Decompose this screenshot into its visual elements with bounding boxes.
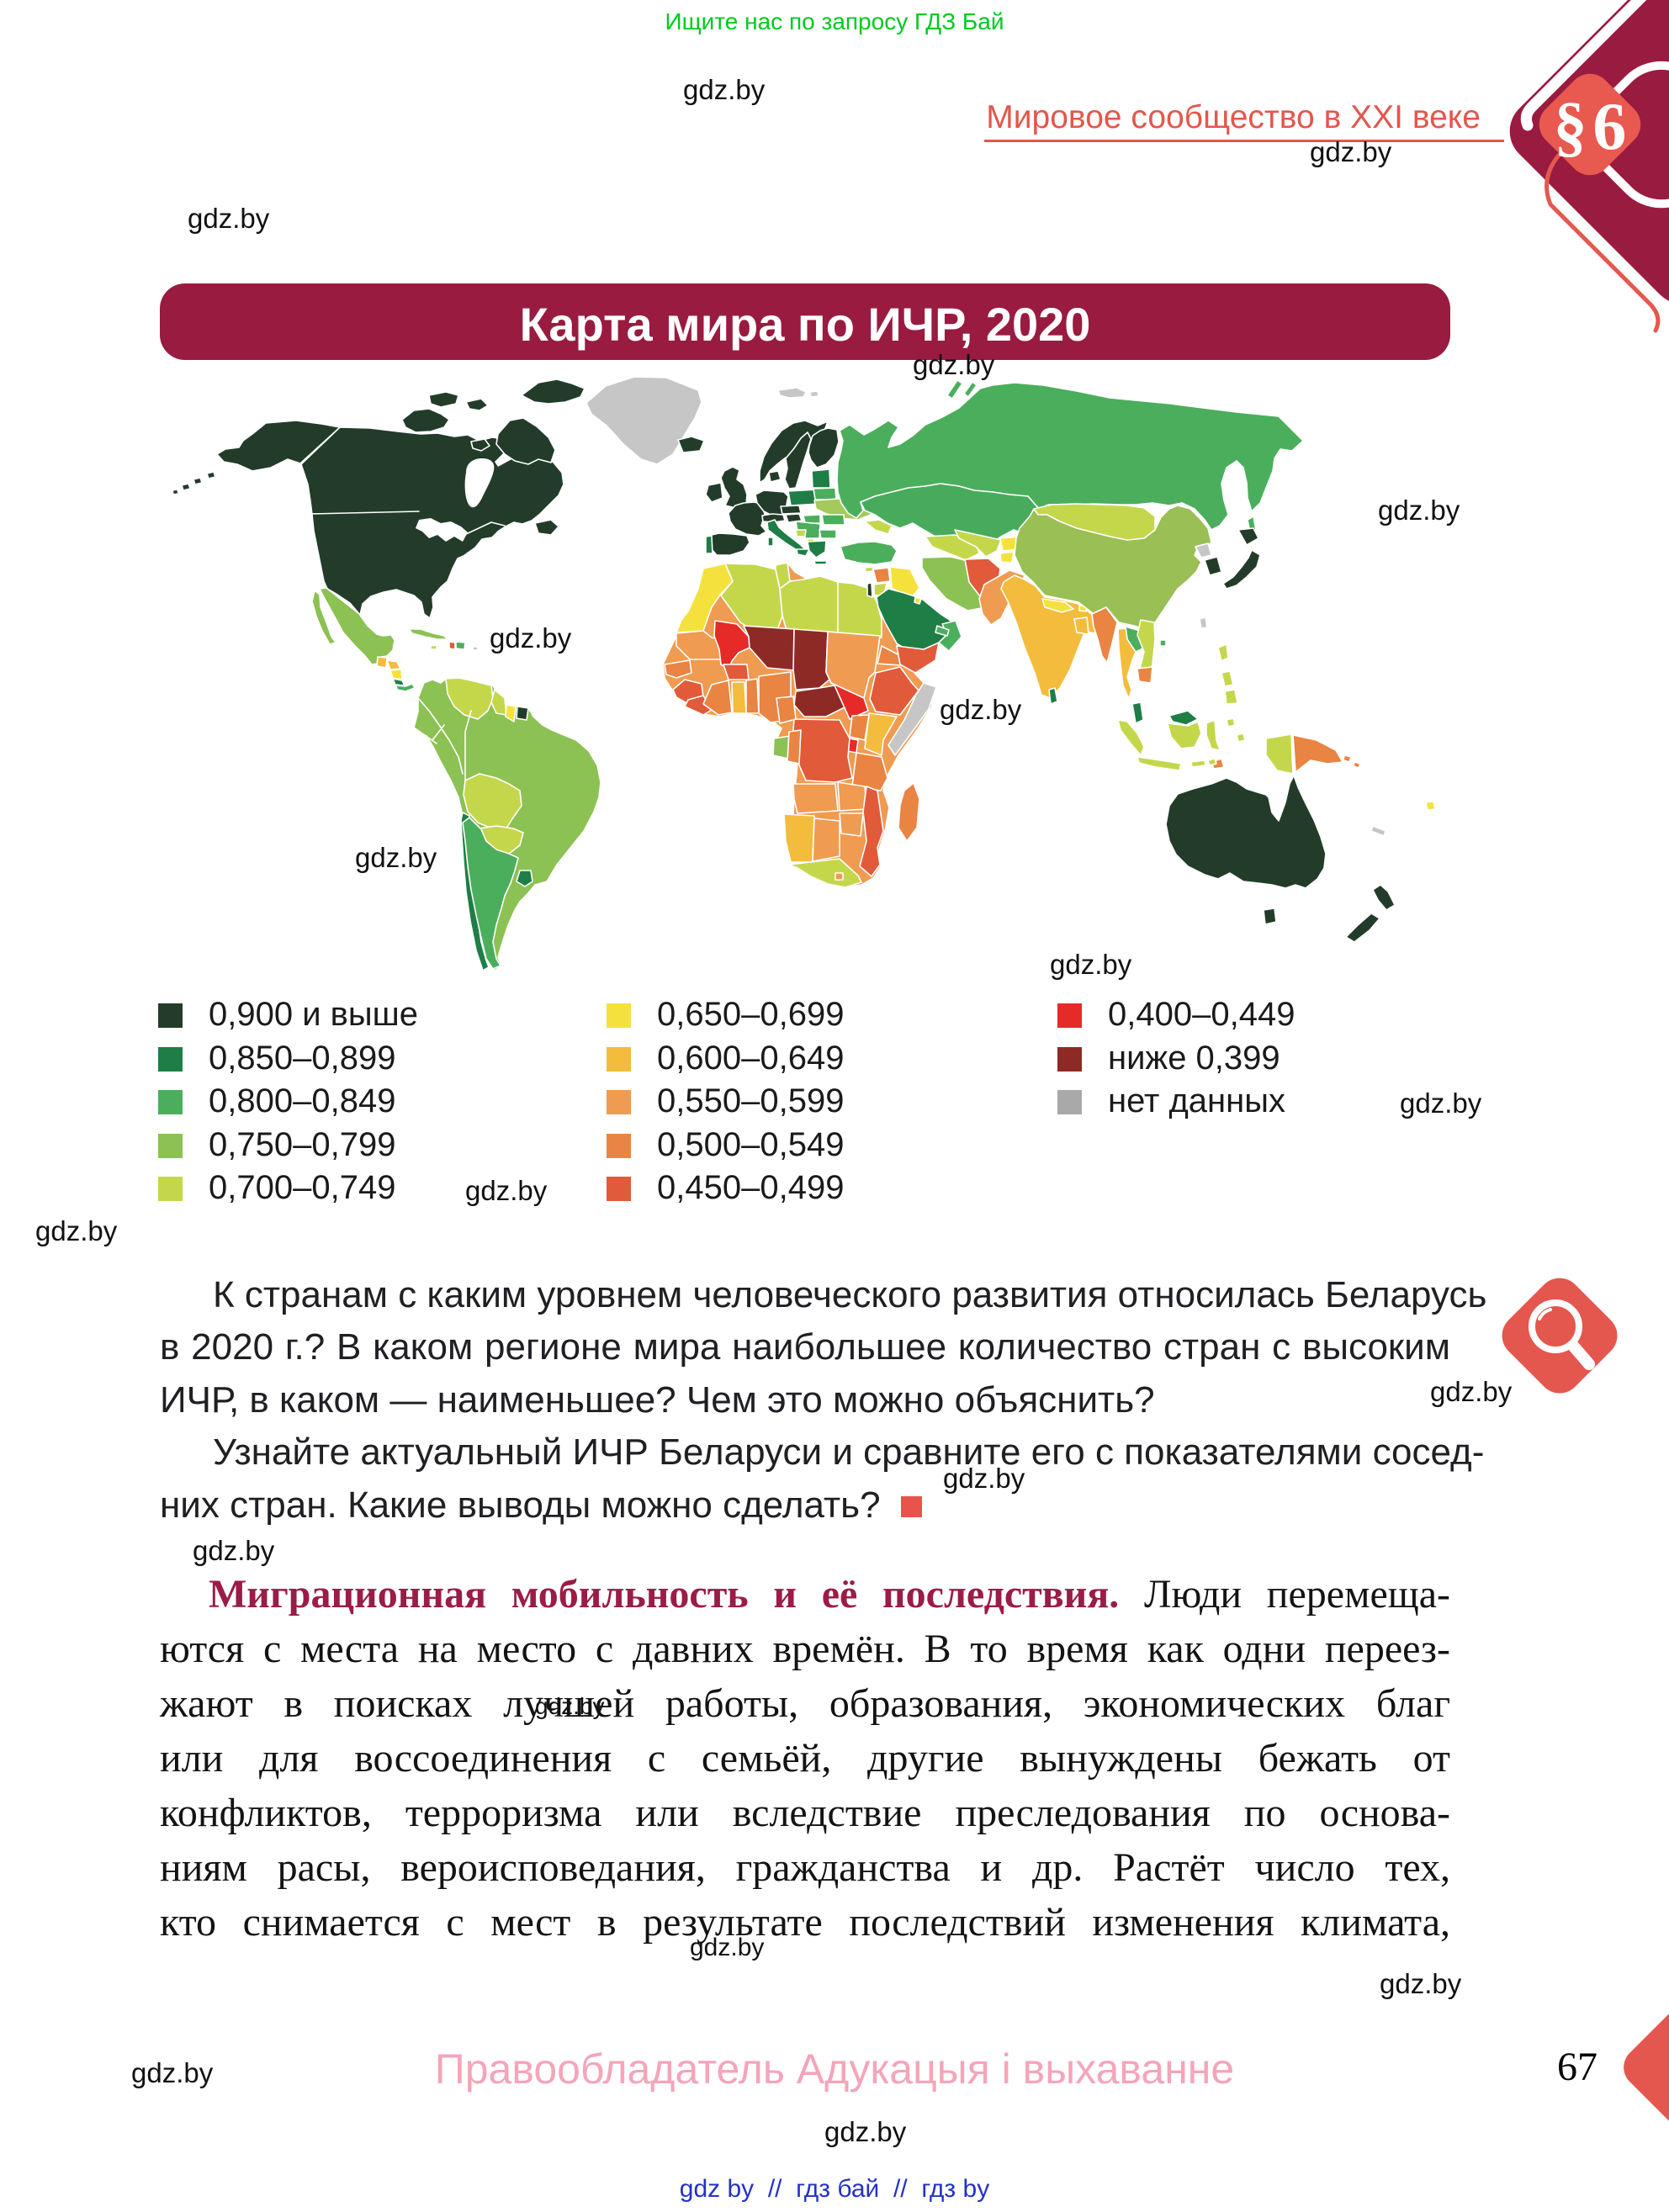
svg-text:§ 6: § 6 <box>1554 90 1627 164</box>
